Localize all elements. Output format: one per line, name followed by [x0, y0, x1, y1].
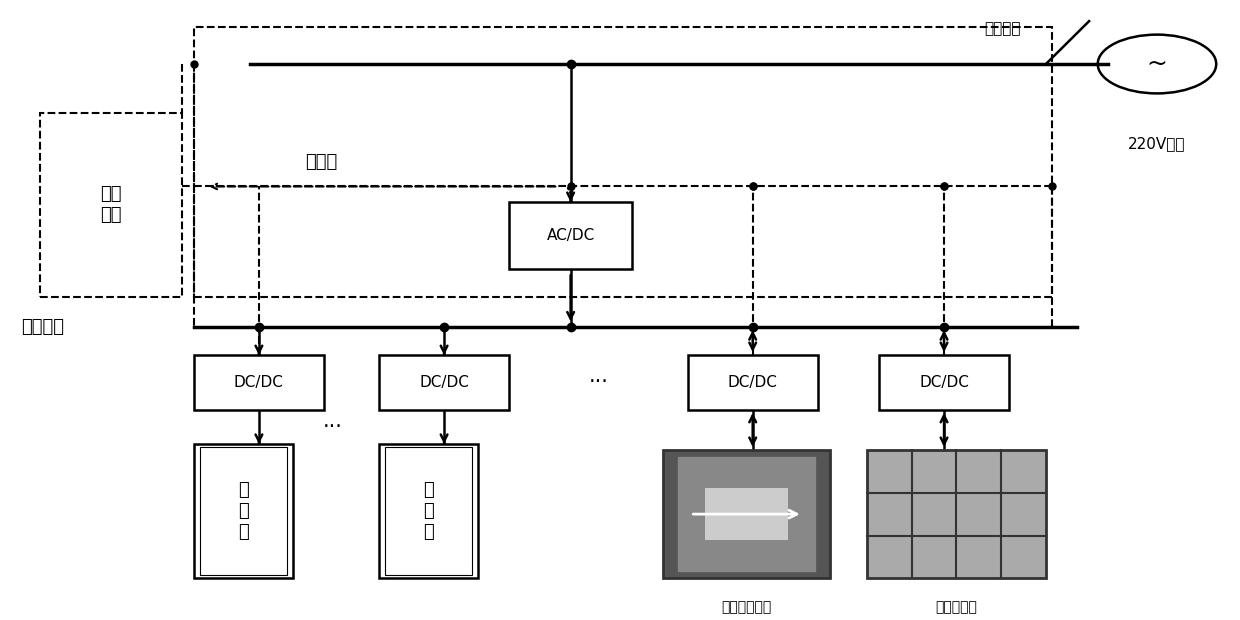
Bar [879, 355, 1009, 410]
Bar [195, 444, 293, 578]
Text: DC/DC: DC/DC [728, 375, 777, 390]
Bar [867, 450, 1045, 578]
Text: ~: ~ [1147, 52, 1167, 76]
Bar [195, 27, 1052, 297]
Text: 市电开关: 市电开关 [985, 22, 1021, 37]
Text: DC/DC: DC/DC [419, 375, 469, 390]
Text: 充
电
宝: 充 电 宝 [423, 481, 434, 541]
Bar [379, 355, 508, 410]
Bar [678, 457, 815, 571]
Bar [386, 447, 472, 575]
Text: 直流母线: 直流母线 [21, 318, 64, 336]
Text: 充
电
宝: 充 电 宝 [238, 481, 249, 541]
Bar [688, 355, 817, 410]
Text: AC/DC: AC/DC [547, 228, 595, 243]
Bar [40, 113, 182, 297]
Bar [379, 444, 479, 578]
Bar [201, 447, 286, 575]
Text: 信息流: 信息流 [305, 153, 337, 171]
Bar [704, 489, 789, 540]
Bar [195, 355, 324, 410]
Text: 光伏电池板: 光伏电池板 [935, 600, 977, 614]
Text: 220V市电: 220V市电 [1128, 136, 1185, 151]
Text: 退役锂电池组: 退役锂电池组 [722, 600, 771, 614]
Text: DC/DC: DC/DC [919, 375, 968, 390]
Text: ···: ··· [589, 373, 609, 392]
Text: DC/DC: DC/DC [234, 375, 284, 390]
Text: 监控
系统: 监控 系统 [100, 185, 122, 224]
Text: ···: ··· [324, 417, 343, 437]
Bar [508, 202, 632, 269]
Bar [663, 450, 830, 578]
